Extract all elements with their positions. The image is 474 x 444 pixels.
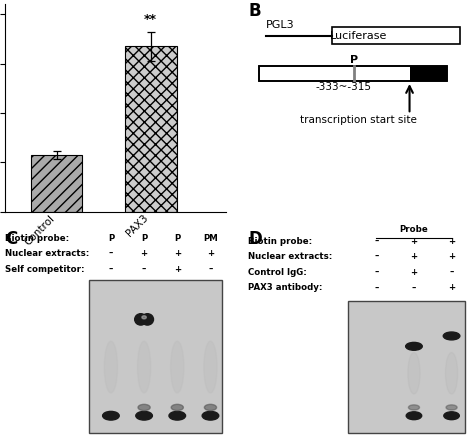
Ellipse shape [204,341,217,393]
Text: -333~-315: -333~-315 [315,83,371,92]
Text: Nuclear extracts:: Nuclear extracts: [248,252,332,262]
Ellipse shape [138,404,150,411]
Text: +: + [448,283,455,293]
Text: +: + [140,249,148,258]
Bar [259,66,447,81]
Text: Self competitor:: Self competitor: [5,265,84,274]
Text: C: C [5,230,17,248]
Text: –: – [208,265,213,274]
Text: Biotin probe:: Biotin probe: [5,234,69,243]
Text: +: + [410,268,418,277]
Ellipse shape [446,405,457,410]
Ellipse shape [104,341,118,393]
Text: +: + [173,265,181,274]
Ellipse shape [171,404,183,411]
Ellipse shape [204,404,217,411]
Text: +: + [410,252,418,262]
Text: P: P [108,234,114,243]
Text: +: + [173,249,181,258]
Bar [410,66,447,81]
Ellipse shape [137,341,151,393]
Text: D: D [248,230,262,248]
Ellipse shape [406,412,422,420]
Bar [31,155,82,212]
Ellipse shape [202,412,219,420]
Text: P: P [350,56,358,66]
Ellipse shape [443,332,460,340]
Ellipse shape [408,353,420,394]
Bar [125,46,176,212]
Bar [332,27,460,44]
Ellipse shape [142,316,146,319]
Ellipse shape [169,412,185,420]
Ellipse shape [135,313,147,325]
Text: **: ** [144,12,157,26]
Text: +: + [410,237,418,246]
Text: +: + [448,252,455,262]
Text: Control IgG:: Control IgG: [248,268,307,277]
Text: Nuclear extracts:: Nuclear extracts: [5,249,89,258]
Text: Probe: Probe [400,226,428,234]
Bar [89,280,221,433]
Ellipse shape [444,412,459,420]
Text: –: – [374,237,379,246]
Bar [347,301,465,433]
Text: –: – [374,268,379,277]
Text: PM: PM [203,234,218,243]
Text: –: – [449,268,454,277]
Ellipse shape [136,412,152,420]
Ellipse shape [406,342,422,350]
Text: Luciferase: Luciferase [330,31,387,40]
Text: –: – [374,252,379,262]
Ellipse shape [141,313,154,325]
Text: B: B [248,2,261,20]
Text: –: – [412,283,416,293]
Text: +: + [207,249,214,258]
Text: Biotin probe:: Biotin probe: [248,237,312,246]
Text: –: – [142,265,146,274]
Text: PAX3 antibody:: PAX3 antibody: [248,283,322,293]
Ellipse shape [446,353,457,394]
Text: P: P [141,234,147,243]
Text: –: – [374,283,379,293]
Ellipse shape [409,405,419,410]
Ellipse shape [171,341,184,393]
Bar [259,66,447,81]
Text: transcription start site: transcription start site [300,115,417,125]
Text: –: – [109,265,113,274]
Text: PGL3: PGL3 [266,20,294,30]
Text: +: + [448,237,455,246]
Text: –: – [109,249,113,258]
Text: P: P [174,234,181,243]
Ellipse shape [102,412,119,420]
